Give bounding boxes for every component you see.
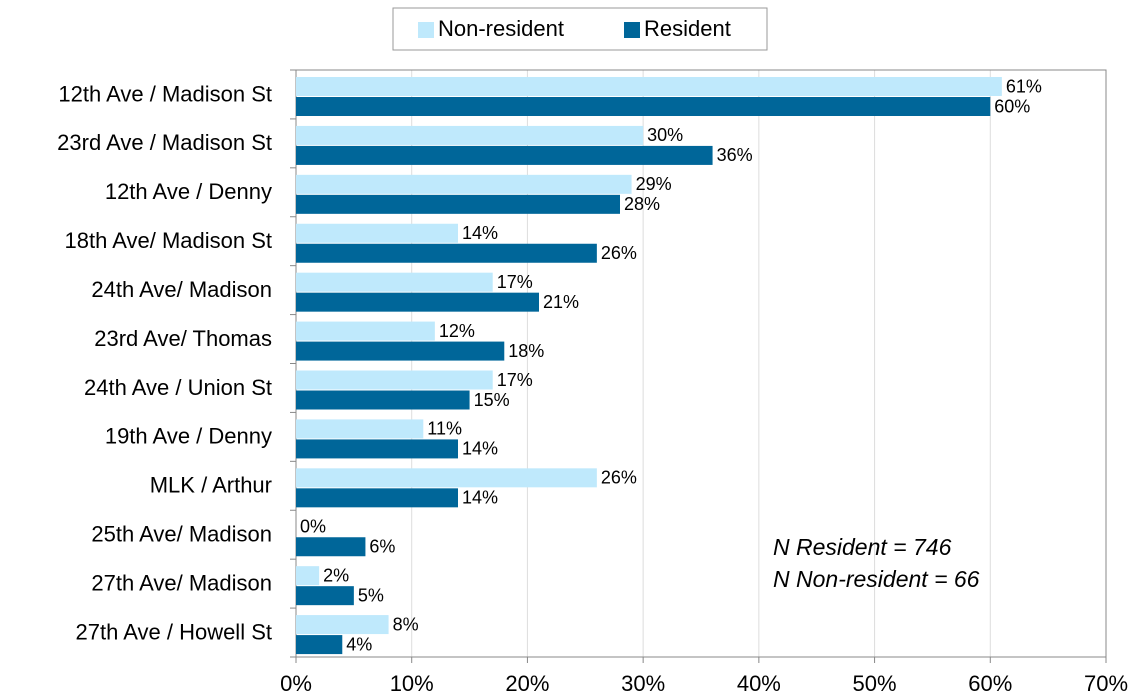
value-label: 8% <box>393 614 419 634</box>
x-tick-label: 0% <box>280 671 312 696</box>
value-label: 30% <box>647 125 683 145</box>
y-tick-label: 27th Ave / Howell St <box>76 619 273 644</box>
y-tick-label: 18th Ave/ Madison St <box>64 228 272 253</box>
value-label: 18% <box>508 341 544 361</box>
bar <box>296 488 458 508</box>
value-label: 26% <box>601 468 637 488</box>
bar <box>296 223 458 243</box>
bar <box>296 125 644 145</box>
bar <box>296 321 435 341</box>
value-label: 17% <box>497 272 533 292</box>
value-label: 21% <box>543 292 579 312</box>
bar <box>296 145 713 165</box>
x-tick-label: 50% <box>853 671 897 696</box>
legend-swatch <box>418 22 434 38</box>
bar <box>296 439 458 459</box>
bar <box>296 370 493 390</box>
value-label: 4% <box>346 634 372 654</box>
value-label: 15% <box>474 390 510 410</box>
x-tick-label: 70% <box>1084 671 1128 696</box>
legend-swatch <box>624 22 640 38</box>
x-tick-label: 60% <box>968 671 1012 696</box>
bar <box>296 419 424 439</box>
bar <box>296 468 597 488</box>
value-label: 29% <box>636 174 672 194</box>
bar <box>296 635 343 655</box>
x-tick-label: 40% <box>737 671 781 696</box>
bar <box>296 243 597 263</box>
value-label: 11% <box>427 419 462 439</box>
y-tick-label: 24th Ave / Union St <box>84 375 272 400</box>
y-tick-label: MLK / Arthur <box>150 473 272 498</box>
legend-box <box>392 7 768 51</box>
value-label: 36% <box>717 145 753 165</box>
bar <box>296 586 354 606</box>
annotation: N Non-resident = 66 <box>773 566 980 592</box>
value-label: 5% <box>358 585 384 605</box>
value-label: 12% <box>439 321 475 341</box>
bar <box>296 566 320 586</box>
legend-label: Resident <box>644 16 731 41</box>
value-label: 0% <box>300 517 326 537</box>
x-tick-label: 30% <box>621 671 665 696</box>
bar <box>296 292 539 312</box>
bar <box>296 194 620 214</box>
bar <box>296 341 505 361</box>
bar <box>296 615 389 635</box>
value-label: 14% <box>462 439 498 459</box>
y-tick-label: 27th Ave/ Madison <box>91 570 272 595</box>
legend-label: Non-resident <box>438 16 564 41</box>
annotation: N Resident = 746 <box>773 534 952 560</box>
value-label: 61% <box>1006 76 1042 96</box>
x-tick-label: 10% <box>390 671 434 696</box>
y-tick-label: 19th Ave / Denny <box>105 424 272 449</box>
value-label: 28% <box>624 194 660 214</box>
value-label: 6% <box>369 537 395 557</box>
bar <box>296 77 1002 96</box>
bar <box>296 390 470 410</box>
value-label: 14% <box>462 223 498 243</box>
bar <box>296 174 632 194</box>
bar <box>296 97 991 116</box>
bar <box>296 272 493 292</box>
value-label: 2% <box>323 565 349 585</box>
y-tick-label: 23rd Ave / Madison St <box>57 130 272 155</box>
value-label: 60% <box>994 96 1030 116</box>
bar <box>296 537 366 557</box>
x-tick-label: 20% <box>505 671 549 696</box>
y-tick-label: 12th Ave / Madison St <box>58 81 272 106</box>
y-tick-label: 23rd Ave/ Thomas <box>94 326 272 351</box>
y-tick-label: 25th Ave/ Madison <box>91 522 272 547</box>
y-tick-label: 12th Ave / Denny <box>105 179 272 204</box>
value-label: 14% <box>462 488 498 508</box>
y-tick-label: 24th Ave/ Madison <box>91 277 272 302</box>
value-label: 26% <box>601 243 637 263</box>
value-label: 17% <box>497 370 533 390</box>
